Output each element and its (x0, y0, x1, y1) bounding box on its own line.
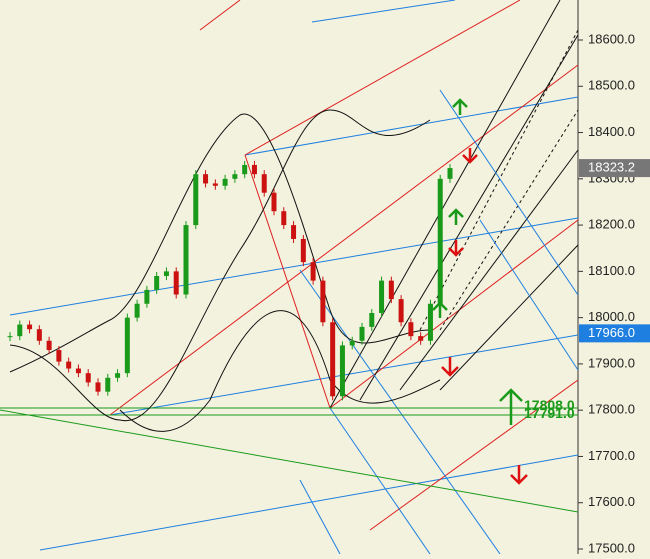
level-label: 17791.0 (524, 405, 575, 421)
candle (408, 322, 414, 337)
y-tick-label: 17500.0 (588, 540, 635, 554)
up-arrow (448, 208, 464, 225)
candle (281, 211, 287, 226)
candle (427, 303, 433, 341)
fork-line (329, 0, 561, 409)
trend-line (244, 154, 331, 409)
candle (349, 340, 355, 346)
trend-line (9, 217, 579, 316)
candle (56, 350, 62, 362)
down-arrow (462, 148, 478, 164)
y-tick-label: 18200.0 (588, 217, 635, 232)
candle (291, 225, 297, 239)
fork-line (479, 219, 579, 371)
trend-line (244, 0, 521, 156)
y-tick-label: 18100.0 (588, 263, 635, 278)
trend-line (329, 219, 579, 409)
y-tick-label: 17900.0 (588, 355, 635, 370)
fork-line (399, 149, 579, 391)
candle (222, 178, 228, 186)
candle (310, 262, 316, 281)
candle (242, 164, 248, 175)
down-arrow (510, 465, 528, 485)
trend-line (199, 0, 241, 31)
candle (379, 280, 385, 314)
candle (163, 271, 169, 276)
fork-line (439, 244, 579, 391)
candle (17, 324, 23, 337)
price-marker (579, 159, 650, 178)
candle (193, 174, 199, 226)
candle (251, 164, 257, 175)
y-tick-label: 18000.0 (588, 309, 635, 324)
candle (330, 322, 336, 397)
candle (115, 373, 121, 378)
candle (66, 361, 72, 369)
candle (300, 238, 306, 263)
candle (95, 382, 101, 392)
candle (173, 271, 179, 295)
candle (369, 313, 375, 327)
trend-line (311, 0, 456, 23)
band-line (9, 113, 431, 373)
up-arrow (499, 388, 523, 425)
candle (134, 303, 140, 318)
candle (398, 299, 404, 323)
y-tick-label: 18500.0 (588, 78, 635, 93)
candle (183, 225, 189, 295)
fork-line (299, 479, 341, 555)
trend-line (109, 64, 579, 416)
candle (232, 174, 238, 179)
candle (212, 183, 218, 186)
fork-line (439, 89, 579, 296)
level-label: 17808.0 (524, 397, 575, 413)
candle (447, 168, 453, 179)
price-marker (579, 324, 650, 343)
down-arrow (441, 357, 459, 377)
trend-line (369, 379, 579, 531)
candle (203, 174, 209, 184)
plot-area (0, 0, 578, 554)
candle (154, 275, 160, 290)
up-arrow (452, 98, 468, 115)
candle (105, 377, 111, 392)
fork-line (439, 109, 579, 331)
candle (75, 368, 81, 374)
drawings (0, 0, 579, 555)
candle (418, 336, 424, 341)
candle (144, 289, 150, 304)
y-tick-label: 18600.0 (588, 31, 635, 46)
candle (388, 280, 394, 300)
y-tick-label: 17700.0 (588, 448, 635, 463)
candle (46, 340, 52, 351)
y-tick-label: 17600.0 (588, 494, 635, 509)
candle (271, 192, 277, 212)
price-label: 18323.2 (588, 160, 635, 175)
candle (7, 336, 13, 338)
candle (359, 326, 365, 341)
trend-line (0, 409, 579, 513)
fork-line (299, 269, 501, 555)
price-label: 17966.0 (588, 325, 635, 340)
band-line (9, 109, 431, 422)
candle (437, 178, 443, 304)
trend-line (39, 454, 579, 551)
candle (339, 345, 345, 397)
candle (85, 373, 91, 383)
candle (36, 329, 42, 341)
fork-line (359, 34, 579, 401)
candle (261, 174, 267, 193)
y-tick-label: 17800.0 (588, 402, 635, 417)
band-line (119, 310, 441, 432)
fork-line (419, 29, 579, 331)
down-arrow (448, 240, 464, 257)
candle (27, 324, 33, 330)
y-tick-label: 18400.0 (588, 124, 635, 139)
fork-line (329, 407, 431, 555)
candle (320, 280, 326, 323)
candle (124, 317, 130, 374)
